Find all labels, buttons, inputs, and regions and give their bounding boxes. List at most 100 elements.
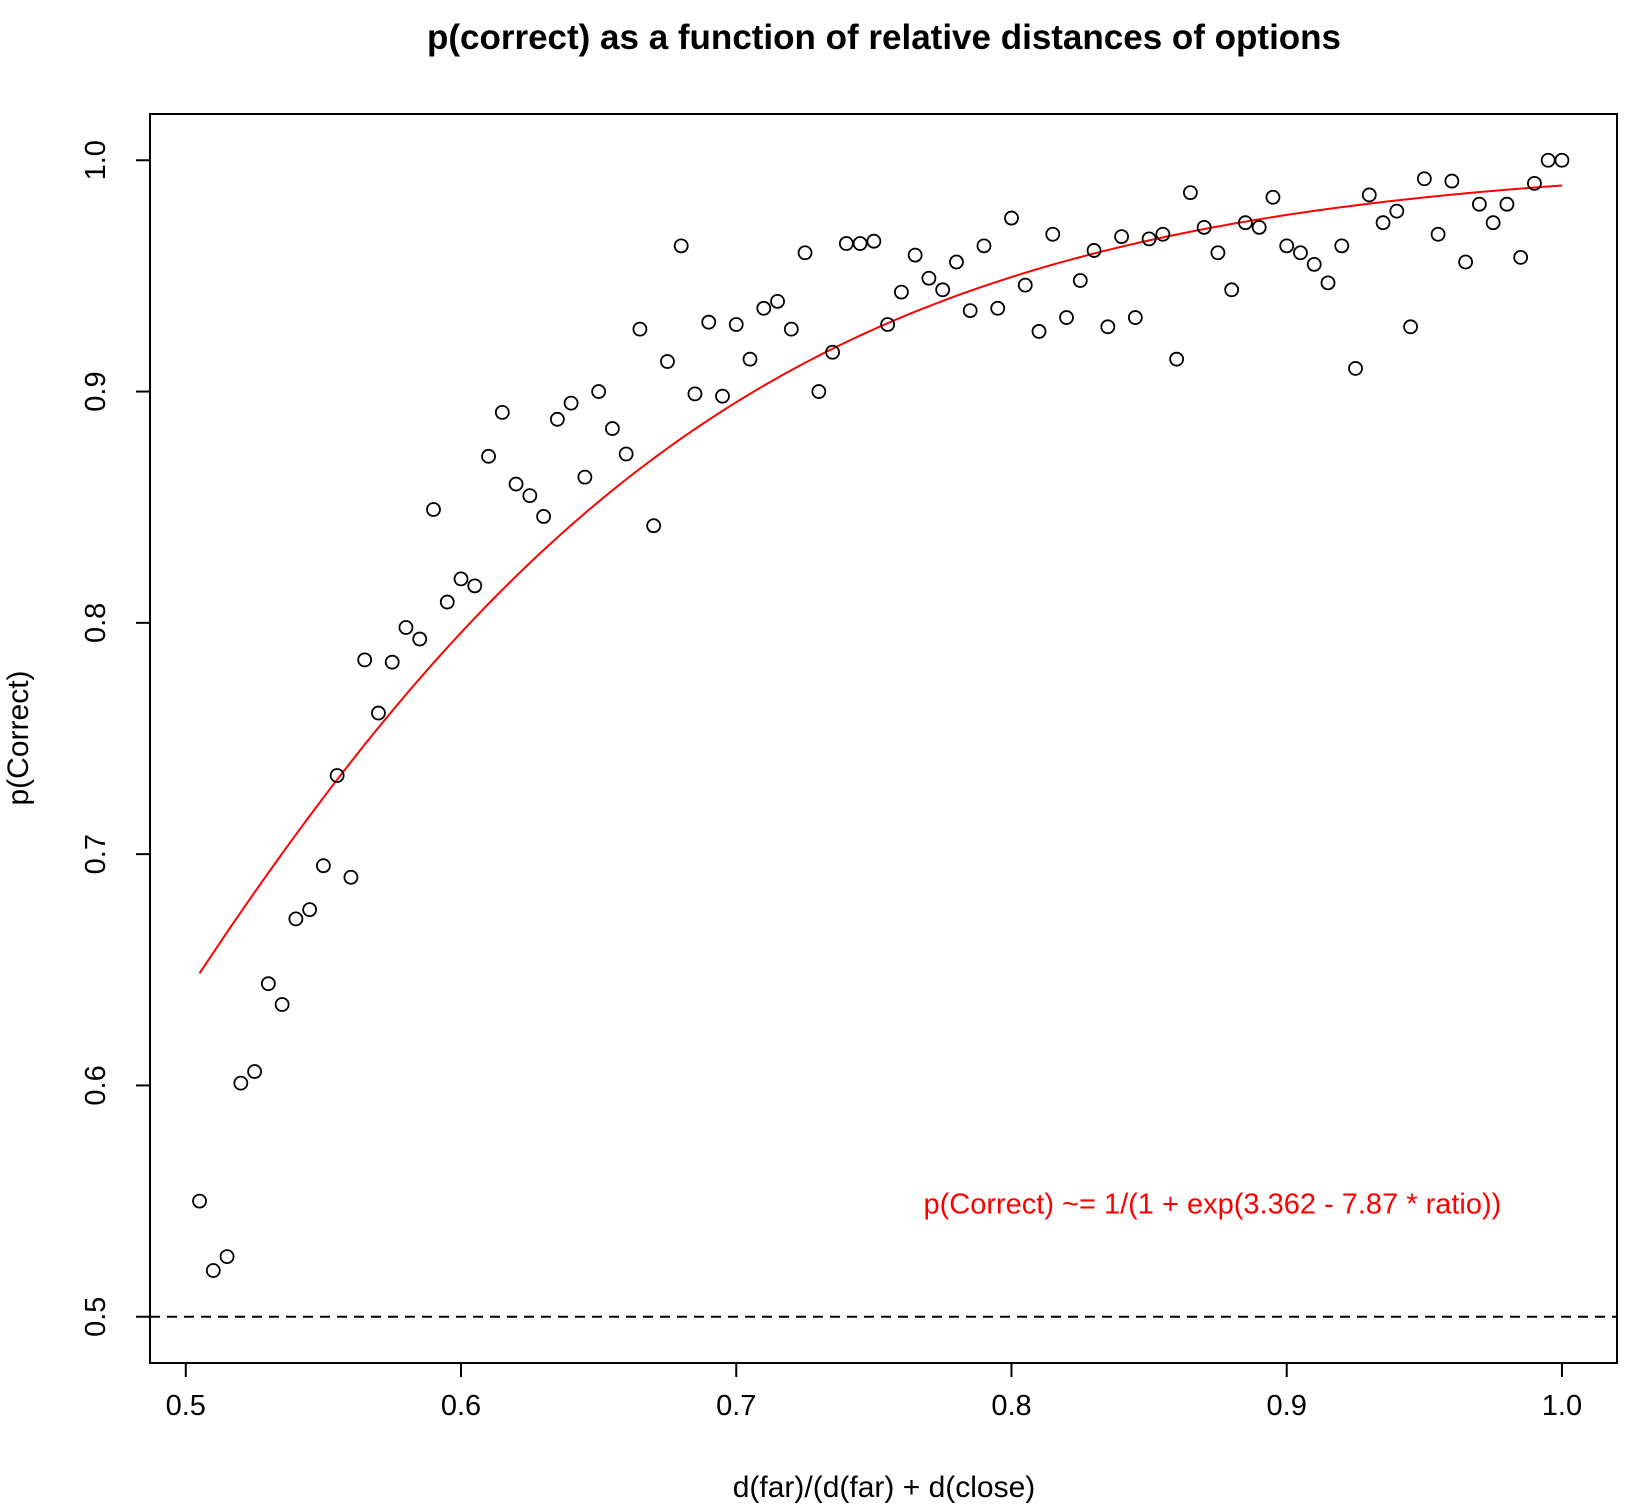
data-point [1182, 185, 1198, 201]
data-point [838, 236, 854, 251]
data-point [949, 254, 964, 270]
data-point [687, 386, 703, 402]
data-point [412, 631, 428, 647]
fit-formula-annotation: p(Correct) ~= 1/(1 + exp(3.362 - 7.87 * … [923, 1188, 1501, 1220]
data-point [1017, 277, 1033, 293]
y-axis: 0.5 0.6 0.7 0.8 0.9 1.0 [80, 140, 151, 1337]
data-point [921, 270, 937, 286]
data-point [453, 571, 469, 587]
data-point [976, 238, 992, 254]
data-point [1086, 243, 1102, 258]
data-point [811, 384, 827, 399]
data-point [1471, 196, 1487, 212]
data-point [728, 317, 744, 332]
data-point [426, 502, 441, 517]
data-point [646, 518, 662, 534]
y-axis-label: p(Correct) [2, 670, 35, 805]
fit-curve [198, 184, 1563, 974]
data-point [1279, 238, 1295, 254]
data-point [371, 705, 386, 721]
data-point [1293, 245, 1308, 261]
data-point [825, 344, 840, 360]
data-point [591, 384, 607, 399]
data-point [701, 314, 717, 330]
data-point [673, 238, 689, 254]
y-tick-label: 0.8 [80, 603, 112, 643]
data-point [563, 395, 579, 411]
x-axis: 0.5 0.6 0.7 0.8 0.9 1.0 [166, 1362, 1582, 1422]
y-tick-label: 0.6 [80, 1065, 112, 1105]
data-point [357, 652, 373, 668]
data-point [1306, 256, 1322, 272]
data-point [935, 282, 951, 298]
data-point [742, 351, 758, 367]
data-point [577, 469, 593, 485]
data-point [1196, 219, 1212, 235]
x-tick-label: 1.0 [1542, 1390, 1582, 1422]
data-point [1210, 245, 1226, 261]
data-point [522, 488, 538, 504]
data-point [288, 911, 304, 927]
data-point [549, 411, 565, 427]
data-point [439, 594, 455, 610]
data-point [1251, 219, 1267, 235]
data-point [756, 300, 772, 316]
data-point [962, 303, 978, 319]
data-point [1430, 226, 1446, 242]
data-point [1554, 152, 1570, 168]
data-point [1004, 210, 1019, 226]
data-point [1072, 273, 1088, 288]
data-point [1361, 187, 1377, 203]
x-tick-label: 0.9 [1267, 1390, 1307, 1422]
data-point [1224, 282, 1240, 298]
chart-title: p(correct) as a function of relative dis… [427, 18, 1341, 57]
data-point [1403, 319, 1418, 335]
data-point [660, 354, 675, 369]
data-point [632, 321, 648, 337]
data-point [302, 902, 318, 918]
data-point [1238, 215, 1253, 231]
data-point [1444, 173, 1460, 189]
data-point [315, 858, 331, 874]
data-point [467, 578, 483, 594]
data-point [247, 1064, 262, 1079]
data-point [233, 1075, 249, 1091]
data-point [770, 293, 785, 309]
x-tick-label: 0.7 [716, 1390, 756, 1422]
data-point [604, 421, 620, 436]
data-point [1265, 189, 1281, 205]
data-point [1458, 254, 1474, 270]
data-point [398, 620, 414, 635]
data-point [494, 404, 510, 420]
data-point [329, 768, 345, 783]
data-point [1499, 196, 1515, 212]
data-point [481, 448, 496, 464]
data-point [990, 300, 1006, 316]
data-point [866, 233, 882, 249]
x-tick-label: 0.8 [991, 1390, 1031, 1422]
data-point [1334, 238, 1350, 254]
data-point [1114, 229, 1129, 244]
data-point [192, 1193, 207, 1209]
y-tick-label: 0.9 [80, 371, 112, 411]
data-point [1416, 171, 1432, 187]
data-point [797, 245, 813, 261]
data-point [1513, 249, 1529, 265]
data-point [1100, 319, 1116, 335]
data-points [192, 152, 1570, 1278]
y-tick-label: 0.7 [80, 834, 112, 874]
data-point [384, 654, 400, 670]
data-point [852, 236, 868, 251]
data-point [880, 317, 896, 332]
y-tick-label: 1.0 [80, 140, 112, 180]
x-tick-label: 0.6 [441, 1390, 481, 1422]
data-point [907, 247, 923, 263]
data-point [1348, 361, 1363, 376]
data-point [205, 1263, 221, 1278]
data-point [1527, 175, 1542, 191]
data-point [1155, 226, 1171, 242]
data-point [343, 869, 359, 885]
data-point [783, 321, 799, 337]
data-point [1031, 324, 1047, 339]
